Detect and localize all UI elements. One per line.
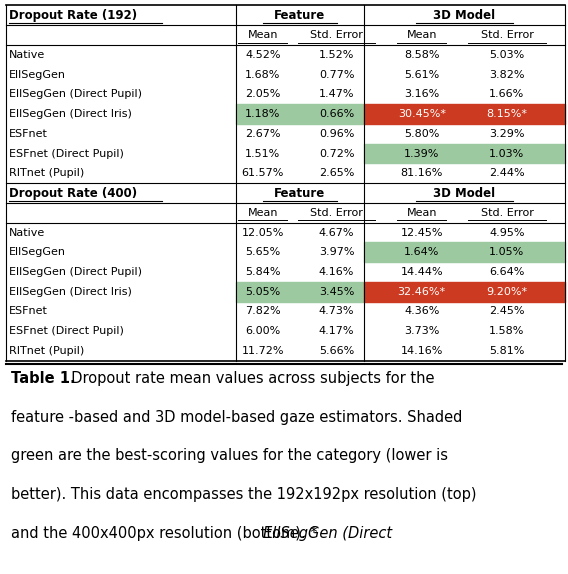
Text: ESFnet (Direct Pupil): ESFnet (Direct Pupil) (9, 149, 123, 158)
Text: 8.58%: 8.58% (404, 50, 440, 60)
Bar (364, 282, 565, 301)
Text: 3.82%: 3.82% (489, 69, 525, 80)
Text: Mean: Mean (248, 208, 278, 218)
Text: 2.65%: 2.65% (319, 168, 354, 179)
Text: 1.18%: 1.18% (245, 109, 281, 119)
Text: EllSegGen (Direct Pupil): EllSegGen (Direct Pupil) (9, 267, 141, 277)
Text: 5.03%: 5.03% (489, 50, 525, 60)
Text: ESFnet: ESFnet (9, 129, 47, 139)
Text: 6.64%: 6.64% (489, 267, 525, 277)
Text: 7.82%: 7.82% (245, 307, 281, 316)
Text: 2.44%: 2.44% (489, 168, 525, 179)
Text: Feature: Feature (274, 9, 325, 22)
Text: 1.03%: 1.03% (489, 149, 525, 158)
Text: 5.65%: 5.65% (245, 247, 281, 257)
Text: 5.81%: 5.81% (489, 346, 525, 356)
Text: 32.46%*: 32.46%* (398, 287, 446, 297)
Text: 4.16%: 4.16% (319, 267, 354, 277)
Text: 4.52%: 4.52% (245, 50, 281, 60)
Text: ESFnet: ESFnet (9, 307, 47, 316)
Text: 5.05%: 5.05% (245, 287, 281, 297)
Text: Native: Native (9, 50, 45, 60)
Text: Dropout Rate (192): Dropout Rate (192) (9, 9, 137, 22)
Text: ESFnet (Direct Pupil): ESFnet (Direct Pupil) (9, 326, 123, 336)
Text: Mean: Mean (407, 208, 437, 218)
Text: 4.95%: 4.95% (489, 227, 525, 238)
Text: EllSegGen (Direct Iris): EllSegGen (Direct Iris) (9, 287, 131, 297)
Text: 3.97%: 3.97% (319, 247, 354, 257)
Text: 1.66%: 1.66% (489, 90, 525, 99)
Text: 4.17%: 4.17% (319, 326, 354, 336)
Text: Std. Error: Std. Error (310, 208, 363, 218)
Text: 3.16%: 3.16% (404, 90, 440, 99)
Text: 81.16%: 81.16% (400, 168, 443, 179)
Text: Table 1.: Table 1. (11, 371, 76, 386)
Text: EllSegGen (Direct: EllSegGen (Direct (264, 526, 392, 541)
Text: 4.36%: 4.36% (404, 307, 440, 316)
Text: 5.84%: 5.84% (245, 267, 281, 277)
Text: 14.44%: 14.44% (400, 267, 443, 277)
Text: 6.00%: 6.00% (245, 326, 281, 336)
Bar (364, 242, 565, 262)
Text: 0.66%: 0.66% (319, 109, 354, 119)
Text: 0.96%: 0.96% (319, 129, 354, 139)
Text: EllSegGen (Direct Iris): EllSegGen (Direct Iris) (9, 109, 131, 119)
Text: 1.64%: 1.64% (404, 247, 440, 257)
Bar (236, 282, 364, 301)
Text: 5.61%: 5.61% (404, 69, 440, 80)
Text: green are the best-scoring values for the category (lower is: green are the best-scoring values for th… (11, 448, 448, 463)
Text: feature -based and 3D model-based gaze estimators. Shaded: feature -based and 3D model-based gaze e… (11, 409, 463, 425)
Text: Std. Error: Std. Error (310, 30, 363, 40)
Text: 30.45%*: 30.45%* (398, 109, 446, 119)
Text: 1.51%: 1.51% (245, 149, 281, 158)
Text: 8.15%*: 8.15%* (486, 109, 528, 119)
Text: and the 400x400px resolution (bottom). *: and the 400x400px resolution (bottom). * (11, 526, 318, 541)
Text: RITnet (Pupil): RITnet (Pupil) (9, 168, 83, 179)
Text: 3.45%: 3.45% (319, 287, 354, 297)
Text: 4.67%: 4.67% (319, 227, 354, 238)
Text: 12.05%: 12.05% (241, 227, 284, 238)
Text: 1.68%: 1.68% (245, 69, 281, 80)
Text: 3D Model: 3D Model (433, 187, 495, 200)
Text: 3.29%: 3.29% (489, 129, 525, 139)
Text: 1.47%: 1.47% (319, 90, 354, 99)
Text: 5.66%: 5.66% (319, 346, 354, 356)
Text: Dropout Rate (400): Dropout Rate (400) (9, 187, 137, 200)
Text: 11.72%: 11.72% (241, 346, 284, 356)
Text: 3.73%: 3.73% (404, 326, 440, 336)
Text: Std. Error: Std. Error (481, 208, 533, 218)
Text: 14.16%: 14.16% (400, 346, 443, 356)
Text: 0.72%: 0.72% (319, 149, 354, 158)
Text: 1.58%: 1.58% (489, 326, 525, 336)
Bar (364, 104, 565, 124)
Text: 5.80%: 5.80% (404, 129, 440, 139)
Text: Feature: Feature (274, 187, 325, 200)
Text: RITnet (Pupil): RITnet (Pupil) (9, 346, 83, 356)
Text: 1.52%: 1.52% (319, 50, 354, 60)
Text: EllSegGen: EllSegGen (9, 69, 65, 80)
Bar (364, 144, 565, 164)
Text: Mean: Mean (248, 30, 278, 40)
Text: 12.45%: 12.45% (400, 227, 443, 238)
Text: EllSegGen: EllSegGen (9, 247, 65, 257)
Text: 4.73%: 4.73% (319, 307, 354, 316)
Text: 61.57%: 61.57% (241, 168, 284, 179)
Text: 2.05%: 2.05% (245, 90, 281, 99)
Text: 2.67%: 2.67% (245, 129, 281, 139)
Text: 1.39%: 1.39% (404, 149, 440, 158)
Bar (236, 104, 364, 124)
Text: EllSegGen (Direct Pupil): EllSegGen (Direct Pupil) (9, 90, 141, 99)
Text: 1.05%: 1.05% (489, 247, 525, 257)
Text: Dropout rate mean values across subjects for the: Dropout rate mean values across subjects… (62, 371, 435, 386)
Text: 9.20%*: 9.20%* (486, 287, 528, 297)
Text: better). This data encompasses the 192x192px resolution (top): better). This data encompasses the 192x1… (11, 487, 477, 502)
Text: 3D Model: 3D Model (433, 9, 495, 22)
Text: 2.45%: 2.45% (489, 307, 525, 316)
Text: Mean: Mean (407, 30, 437, 40)
Text: 0.77%: 0.77% (319, 69, 354, 80)
Text: Native: Native (9, 227, 45, 238)
Text: Std. Error: Std. Error (481, 30, 533, 40)
